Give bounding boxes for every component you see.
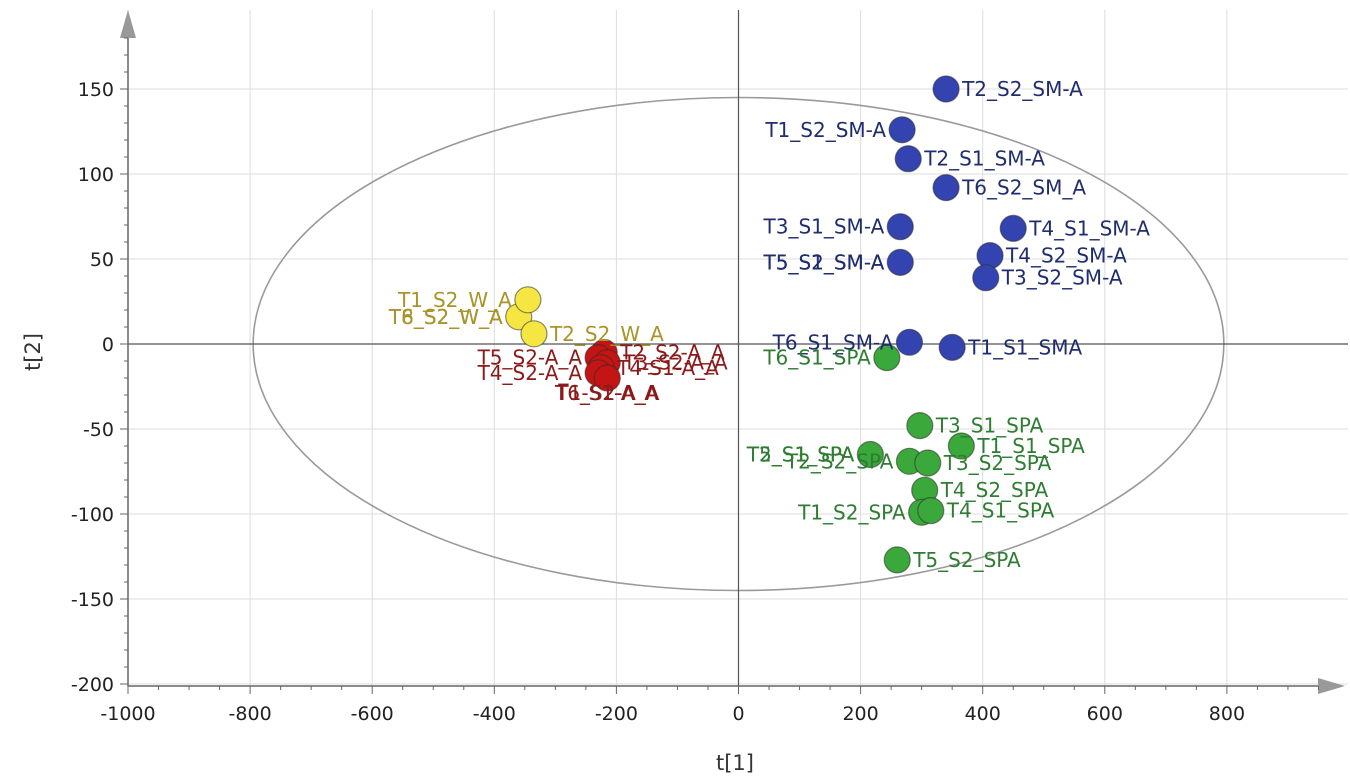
- point-label: T1-S1-A_A: [555, 381, 658, 405]
- y-tick-label: 100: [78, 164, 114, 186]
- point-label: T4_S2_SPA: [940, 478, 1049, 502]
- data-point: [873, 344, 901, 372]
- x-tick-label: -800: [229, 703, 272, 725]
- x-axis-arrow: [1318, 678, 1345, 694]
- point-label: T3_S2_SPA: [943, 451, 1052, 475]
- axes: -1000 -800 -600 -400 -200 0 200 400 600 800-200-1…: [71, 10, 1345, 725]
- point-label: T3_S2_SM-A: [1001, 266, 1123, 290]
- point-label: T2_S2_SM-A: [961, 77, 1083, 101]
- point-label: T5_S2-A_A: [477, 346, 583, 370]
- data-point: [883, 546, 911, 574]
- y-axis-title: t[2]: [21, 333, 45, 371]
- data-point: [976, 242, 1004, 270]
- point-label: T2_S2_SPA: [785, 449, 894, 473]
- point-label: T8_S2_W_A: [388, 305, 503, 329]
- point-label: T6_S2_SM_A: [961, 176, 1086, 200]
- point-label: T1_S2_SPA: [797, 500, 906, 524]
- x-tick-label: 0: [732, 703, 744, 725]
- point-label: T3_S2-A_A: [622, 351, 728, 375]
- point-label: T1_S2_W_A: [397, 288, 512, 312]
- point-label: T4_S1_SPA: [946, 499, 1055, 523]
- point-label: T2_S1_SM-A: [923, 147, 1045, 171]
- y-tick-label: -200: [71, 674, 114, 696]
- point-label: T2_S2-A_A: [619, 341, 725, 365]
- y-tick-label: -100: [71, 504, 114, 526]
- x-tick-label: 400: [965, 703, 1001, 725]
- data-point: [914, 449, 942, 477]
- y-tick-label: 50: [90, 249, 114, 271]
- x-tick-label: 200: [842, 703, 878, 725]
- x-tick-label: -200: [595, 703, 638, 725]
- point-label: T1_S1_SMA: [967, 335, 1082, 359]
- data-point: [932, 174, 960, 202]
- point-label: T6_S1_SPA: [762, 346, 871, 370]
- y-tick-label: -50: [83, 419, 114, 441]
- data-point: [972, 264, 1000, 292]
- data-point: [906, 412, 934, 440]
- data-point: [593, 364, 621, 392]
- y-tick-label: 150: [78, 79, 114, 101]
- point-label: T5_S2_SM-A: [763, 250, 885, 274]
- x-tick-label: 800: [1209, 703, 1245, 725]
- point-label: T6_S2-A_A: [554, 381, 660, 405]
- y-tick-label: 0: [102, 334, 114, 356]
- point-label: T1_S2_SM-A: [764, 118, 886, 142]
- point-label: T1_S1_SPA: [976, 434, 1085, 458]
- data-point: [894, 145, 922, 173]
- x-tick-label: -600: [351, 703, 394, 725]
- point-label: T5_S2_SPA: [912, 548, 1021, 572]
- data-point: [886, 213, 914, 241]
- point-label: T4_S2-A_A: [477, 361, 583, 385]
- point-label: T3_S1_SM-A: [763, 215, 885, 239]
- data-point: [938, 333, 966, 361]
- point-label: T3_S1_SPA: [935, 414, 1044, 438]
- zero-lines: [128, 10, 1348, 686]
- point-label: T6_S2_W_A: [388, 305, 503, 329]
- data-point: [895, 328, 924, 356]
- data-point: [999, 214, 1027, 242]
- data-point: [917, 497, 945, 525]
- x-tick-label: 600: [1087, 703, 1123, 725]
- data-point: [520, 320, 548, 348]
- x-axis-title: t[1]: [716, 751, 754, 775]
- point-label: T2_S1_SPA: [746, 443, 855, 467]
- data-point: [856, 440, 884, 469]
- point-label: T2_S2_W_A: [549, 322, 664, 346]
- y-tick-label: -150: [71, 589, 114, 611]
- data-point: [888, 116, 916, 144]
- y-axis-arrow: [120, 10, 136, 38]
- point-label: T4_S1_SM-A: [1028, 216, 1150, 240]
- data-points: [505, 75, 1027, 574]
- point-label: T4_S2_SM-A: [1005, 244, 1127, 268]
- point-label: T6_S1_SM-A: [772, 330, 894, 354]
- data-point: [947, 432, 975, 460]
- x-tick-label: -400: [473, 703, 516, 725]
- point-label: T4-S1-A_A: [616, 356, 719, 380]
- data-point: [514, 286, 542, 314]
- point-labels: T2_S2_SM-A T1_S2_SM-A T2_S1_SM-A T6_S2_SM_A…: [388, 77, 1150, 572]
- x-tick-label: -1000: [100, 703, 155, 725]
- data-point: [886, 248, 914, 276]
- point-label: T5_S1_SM-A: [763, 250, 885, 274]
- data-point: [932, 75, 960, 103]
- point-label: T5_S1_SPA: [746, 443, 855, 467]
